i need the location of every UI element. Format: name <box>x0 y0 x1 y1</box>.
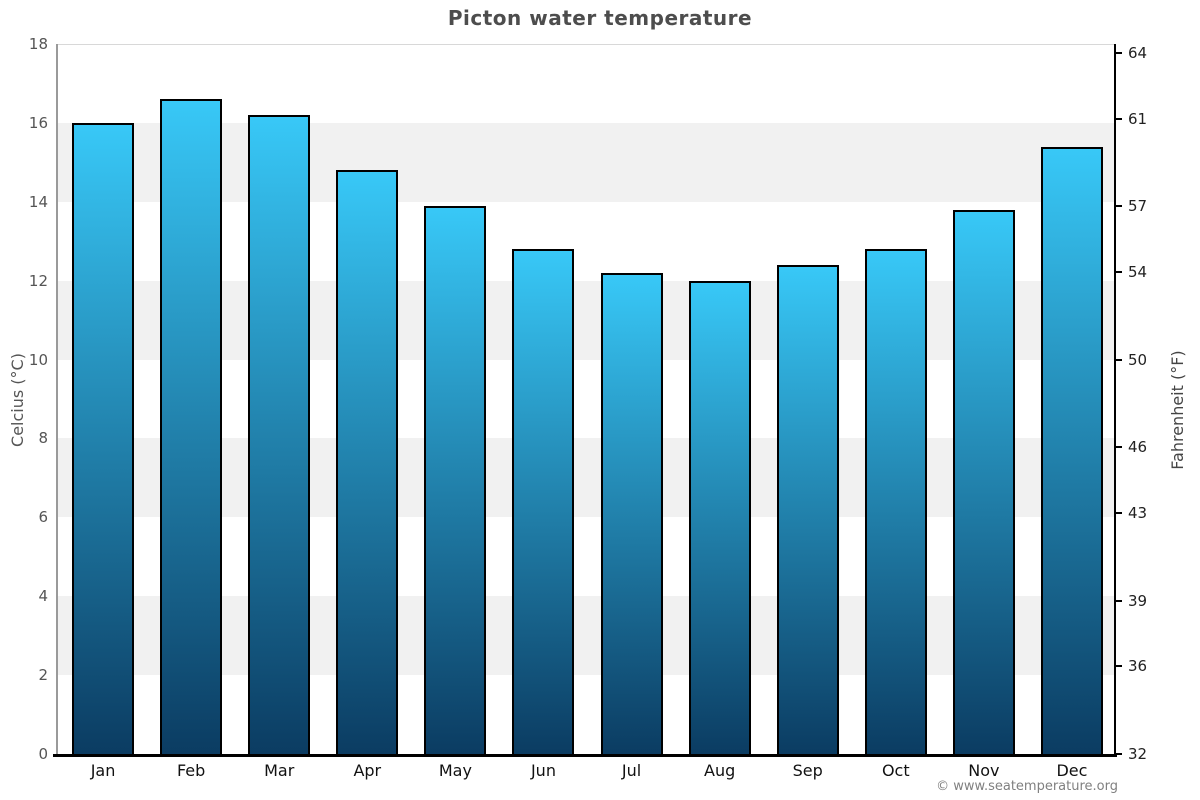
x-tick-label-oct: Oct <box>881 761 910 780</box>
bar-aug[interactable] <box>688 280 751 754</box>
bar-apr[interactable] <box>336 170 399 754</box>
bar-may[interactable] <box>424 205 487 754</box>
y-tick-right-43: 43 <box>1128 503 1148 522</box>
y-tickmark-right-46 <box>1115 446 1122 449</box>
x-tick-label-mar: Mar <box>264 761 295 780</box>
bar-mar[interactable] <box>248 115 311 754</box>
y-tick-right-50: 50 <box>1128 350 1148 369</box>
y-axis-label-celsius: Celcius (°C) <box>8 353 27 447</box>
y-tick-right-61: 61 <box>1128 109 1148 128</box>
bar-jan[interactable] <box>72 122 135 754</box>
y-tick-left-18: 18 <box>28 35 48 53</box>
y-tickmark-right-64 <box>1115 51 1122 54</box>
x-tick-label-aug: Aug <box>704 761 736 780</box>
copyright: © www.seatemperature.org <box>936 779 1118 794</box>
bar-jun[interactable] <box>512 249 575 754</box>
y-tick-left-2: 2 <box>38 666 48 685</box>
y-axis-label-fahrenheit: Fahrenheit (°F) <box>1168 350 1187 470</box>
chart-title: Picton water temperature <box>447 6 753 30</box>
bar-dec[interactable] <box>1040 146 1103 754</box>
y-tickmark-right-43 <box>1115 511 1122 514</box>
x-tick-label-nov: Nov <box>968 761 1000 780</box>
y-tick-right-54: 54 <box>1128 262 1148 281</box>
y-tick-right-57: 57 <box>1128 197 1148 216</box>
plot-area <box>57 44 1114 754</box>
y-tickmark-right-61 <box>1115 117 1122 120</box>
x-tick-label-apr: Apr <box>353 761 382 780</box>
y-tickmark-right-57 <box>1115 205 1122 208</box>
x-tick-label-sep: Sep <box>792 761 823 780</box>
y-tick-left-12: 12 <box>28 271 48 290</box>
y-tick-right-64: 64 <box>1128 43 1148 62</box>
left-axis-line <box>56 44 58 755</box>
grid-band-6-8 <box>57 438 1114 518</box>
bar-sep[interactable] <box>776 264 839 754</box>
grid-band-2-4 <box>57 596 1114 676</box>
x-tick-label-may: May <box>438 761 472 780</box>
bar-nov[interactable] <box>952 209 1015 754</box>
y-tickmark-right-50 <box>1115 358 1122 361</box>
x-tick-label-jul: Jul <box>621 761 642 780</box>
y-tickmark-right-54 <box>1115 270 1122 273</box>
y-tick-left-10: 10 <box>28 350 48 369</box>
bar-feb[interactable] <box>160 99 223 754</box>
y-tickmark-right-36 <box>1115 665 1122 668</box>
y-tick-right-39: 39 <box>1128 591 1148 610</box>
y-tickmark-right-32 <box>1115 753 1122 755</box>
y-tick-right-36: 36 <box>1128 657 1148 676</box>
y-tick-left-0: 0 <box>38 745 48 763</box>
y-tick-left-6: 6 <box>38 508 48 527</box>
y-tick-left-8: 8 <box>38 429 48 448</box>
grid-band-10-12 <box>57 280 1114 360</box>
bar-oct[interactable] <box>864 249 927 754</box>
y-tick-left-16: 16 <box>28 113 48 132</box>
y-tick-right-46: 46 <box>1128 438 1148 457</box>
right-axis-line <box>1114 44 1116 755</box>
y-tick-right-32: 32 <box>1128 745 1148 763</box>
grid-band-14-16 <box>57 122 1114 202</box>
x-tick-label-jun: Jun <box>530 761 556 780</box>
y-tickmark-right-39 <box>1115 599 1122 602</box>
x-tick-label-jan: Jan <box>90 761 116 780</box>
y-tick-left-4: 4 <box>38 587 48 606</box>
top-gridline <box>57 44 1114 45</box>
bottom-axis-line <box>53 754 1117 757</box>
x-tick-label-feb: Feb <box>176 761 206 780</box>
y-tick-left-14: 14 <box>28 192 48 211</box>
x-tick-label-dec: Dec <box>1056 761 1088 780</box>
bar-jul[interactable] <box>600 272 663 754</box>
